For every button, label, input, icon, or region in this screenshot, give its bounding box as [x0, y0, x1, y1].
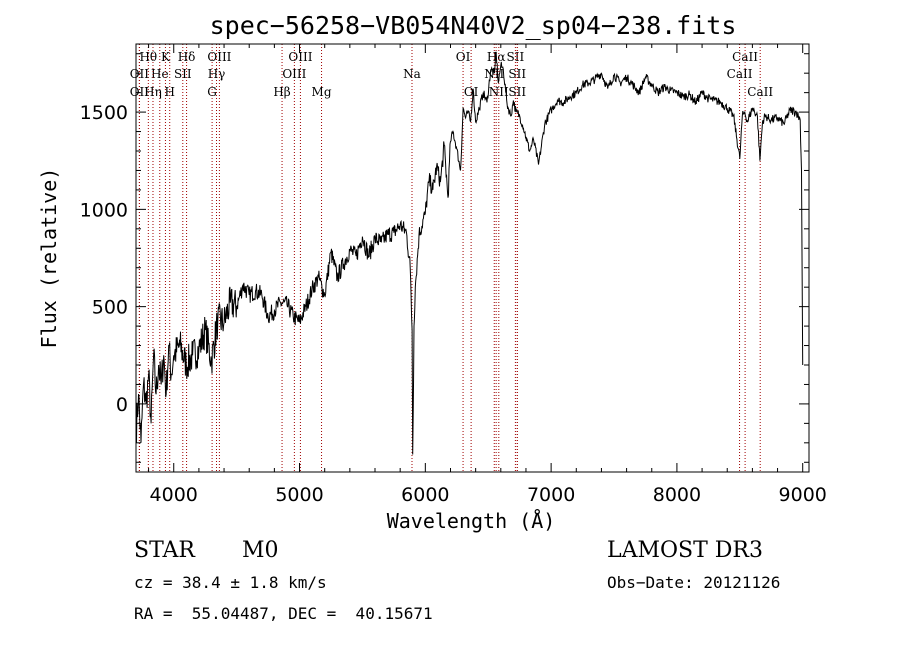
x-tick-label: 6000: [401, 484, 449, 506]
observation-date: Obs−Date: 20121126: [607, 573, 781, 592]
x-axis-label: Wavelength (Å): [387, 509, 556, 533]
object-subclass: M0: [242, 538, 279, 563]
line-label: OIII: [207, 50, 231, 64]
y-tick-label: 500: [92, 297, 128, 319]
line-label: Hγ: [208, 67, 226, 81]
object-class: STAR: [134, 538, 195, 563]
redshift-cz: cz = 38.4 ± 1.8 km/s: [134, 573, 327, 592]
line-label: Hδ: [178, 50, 196, 64]
line-label: OI: [456, 50, 471, 64]
coordinates: RA = 55.04487, DEC = 40.15671: [134, 604, 433, 623]
plot-frame: [135, 43, 810, 473]
line-label: OII: [130, 85, 150, 99]
x-tick-label: 9000: [779, 484, 827, 506]
line-label: G: [207, 85, 217, 99]
line-label: Na: [403, 67, 421, 81]
line-label: OIII: [288, 50, 312, 64]
y-tick-label: 1500: [80, 102, 128, 124]
x-tick-label: 8000: [653, 484, 701, 506]
line-label: OIII: [282, 67, 306, 81]
line-label: SII: [507, 50, 525, 64]
spectrum-chart: spec−56258−VB054N40V2_sp04−238.fits Hθ OI…: [37, 11, 827, 533]
line-label: Hθ: [139, 50, 157, 64]
y-tick-label: 0: [116, 394, 128, 416]
y-axis-label: Flux (relative): [37, 168, 61, 349]
line-label: Hβ: [273, 85, 290, 99]
line-label: CaII: [732, 50, 758, 64]
line-label: Mg: [312, 85, 332, 99]
spectrum-line: [135, 51, 804, 455]
line-label: Hη: [144, 85, 162, 99]
line-label: K: [161, 50, 171, 64]
line-label: SII: [508, 85, 526, 99]
line-label: CaII: [727, 67, 753, 81]
x-tick-label: 7000: [527, 484, 575, 506]
line-label: He: [151, 67, 169, 81]
line-label: CaII: [747, 85, 773, 99]
line-label: OI: [464, 85, 479, 99]
chart-title: spec−56258−VB054N40V2_sp04−238.fits: [210, 11, 737, 40]
x-tick-label: 5000: [275, 484, 323, 506]
y-tick-label: 1000: [80, 199, 128, 221]
x-tick-label: 4000: [150, 484, 198, 506]
survey-name: LAMOST DR3: [607, 538, 763, 563]
line-label: NII: [489, 85, 509, 99]
chart-axes: 4000 5000 6000 7000 8000 9000 0 500 1000 1500: [80, 43, 827, 506]
spectrum-series: [135, 51, 804, 455]
line-label: H: [164, 85, 174, 99]
line-label: SII: [174, 67, 192, 81]
